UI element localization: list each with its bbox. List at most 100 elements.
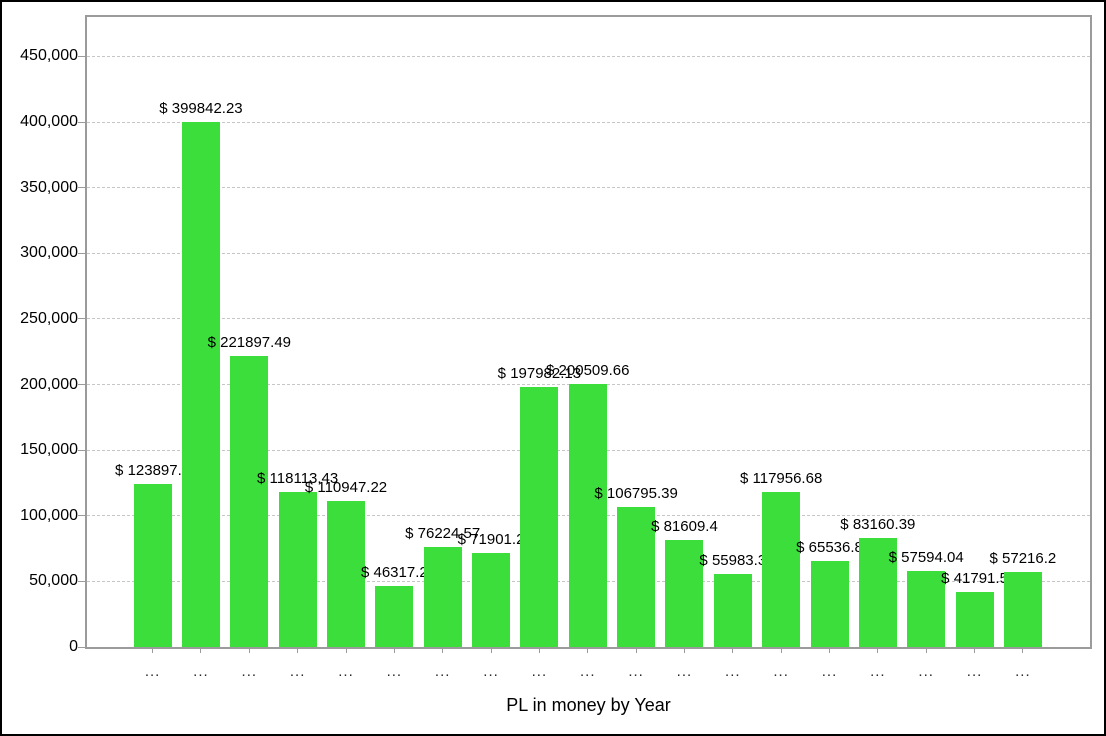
bar [423,546,462,647]
x-axis-tick [297,648,299,653]
x-axis-tick-label: ... [338,663,354,680]
bar-value-label: $ 118113.43 [257,469,339,487]
x-axis-tick-label: ... [483,663,499,680]
x-axis-tick [490,648,492,653]
x-axis-tick-label: ... [434,663,451,680]
bar-value-label: $ 71901.2 [457,530,525,548]
x-axis-tick [925,648,927,653]
y-axis-tick [78,515,85,517]
bar [375,586,414,647]
y-axis-tick-label: 450,000 [20,47,78,65]
x-axis-tick-label: ... [531,663,548,680]
x-axis-tick-label: ... [773,663,789,680]
y-axis-tick [78,580,85,582]
plot-area: $ 123897.0 $ 399842.23 $ 221897.49 $ 118113… [85,15,1092,649]
x-axis-tick [683,648,685,653]
x-axis-tick-label: ... [821,663,838,680]
gridline [87,318,1090,320]
x-axis-title: PL in money by Year [506,695,671,715]
gridline [87,252,1090,254]
bar-value-label: $ 117956.68 [739,470,823,488]
bar [520,387,559,647]
x-axis-tick-label: ... [676,663,693,680]
bar [1003,571,1042,647]
bar-value-label: $ 57216.2 [989,549,1057,567]
y-axis-tick [78,55,85,57]
bar [278,491,317,647]
x-axis-tick [442,648,444,653]
bar-value-label: $ 399842.23 [159,100,243,118]
bar-value-label: $ 106795.39 [594,484,678,502]
x-axis-tick [587,648,589,653]
gridline [87,187,1090,189]
x-axis-tick-label: ... [628,663,644,680]
bar [181,122,220,647]
y-axis-tick-label: 250,000 [20,309,78,327]
bar [907,571,946,647]
bar [327,501,365,647]
x-axis-tick-label: ... [1015,663,1031,680]
y-axis-tick-label: 400,000 [20,113,78,130]
bar-value-label: $ 55983.3 [699,551,767,569]
x-axis-tick [200,648,202,653]
bar [617,506,656,647]
bar-value-label: $ 57594.04 [888,549,964,567]
y-axis-tick [78,318,85,320]
bar [133,484,172,647]
bar-value-label: $ 110947.22 [304,479,388,497]
x-axis-tick-label: ... [579,663,596,680]
x-axis-tick [732,648,734,653]
x-axis-tick [393,648,395,653]
x-axis-tick-label: ... [966,663,983,680]
gridline [87,121,1090,123]
y-axis-tick [78,449,85,451]
bar-value-label: $ 200509.66 [546,361,630,379]
x-axis-tick [248,648,250,653]
bar [230,355,269,647]
bar [762,492,801,647]
y-axis-tick-label: 100,000 [20,506,78,524]
y-axis-tick [78,252,85,254]
x-axis-tick-label: ... [144,663,161,680]
x-axis-tick [345,648,347,653]
y-axis-tick-label: 50,000 [29,572,78,590]
x-axis-tick-label: ... [289,663,306,680]
bar-value-label: $ 123897.0 [115,462,191,480]
gridline [87,55,1090,57]
y-axis-tick [78,187,85,189]
x-axis-tick [152,648,154,653]
bar-value-label: $ 76224.57 [405,524,481,542]
bar-value-label: $ 197982.13 [497,365,582,383]
x-axis-tick-label: ... [241,663,258,680]
x-axis-tick [974,648,976,653]
x-axis-tick-label: ... [918,663,934,680]
bar [858,537,897,647]
x-axis-tick-label: ... [193,663,209,680]
bar-value-label: $ 65536.8 [796,538,863,556]
bar [955,592,994,647]
x-axis-tick [1022,648,1024,653]
y-axis-tick-label: 200,000 [20,375,78,393]
bar [568,383,607,647]
y-axis-tick-label: 150,000 [20,441,78,459]
y-axis-tick-label: 0 [69,638,78,655]
bar [472,552,511,647]
y-axis-tick [78,384,85,385]
y-axis-tick [78,646,85,648]
bar [810,560,849,647]
y-axis-tick-label: 350,000 [20,178,78,196]
y-axis-tick-label: 300,000 [20,244,78,262]
bar-value-label: $ 41791.5 [941,570,1008,588]
x-axis-tick [538,648,540,653]
x-axis-tick-label: ... [725,663,741,680]
x-axis-tick [877,648,879,653]
bar [713,573,752,647]
x-axis-tick [829,648,830,653]
y-axis-tick [78,121,85,123]
x-axis-tick [635,648,637,653]
x-axis-tick-label: ... [386,663,403,680]
x-axis-tick [780,648,782,653]
bar-value-label: $ 221897.49 [207,333,292,351]
bar [665,539,704,647]
